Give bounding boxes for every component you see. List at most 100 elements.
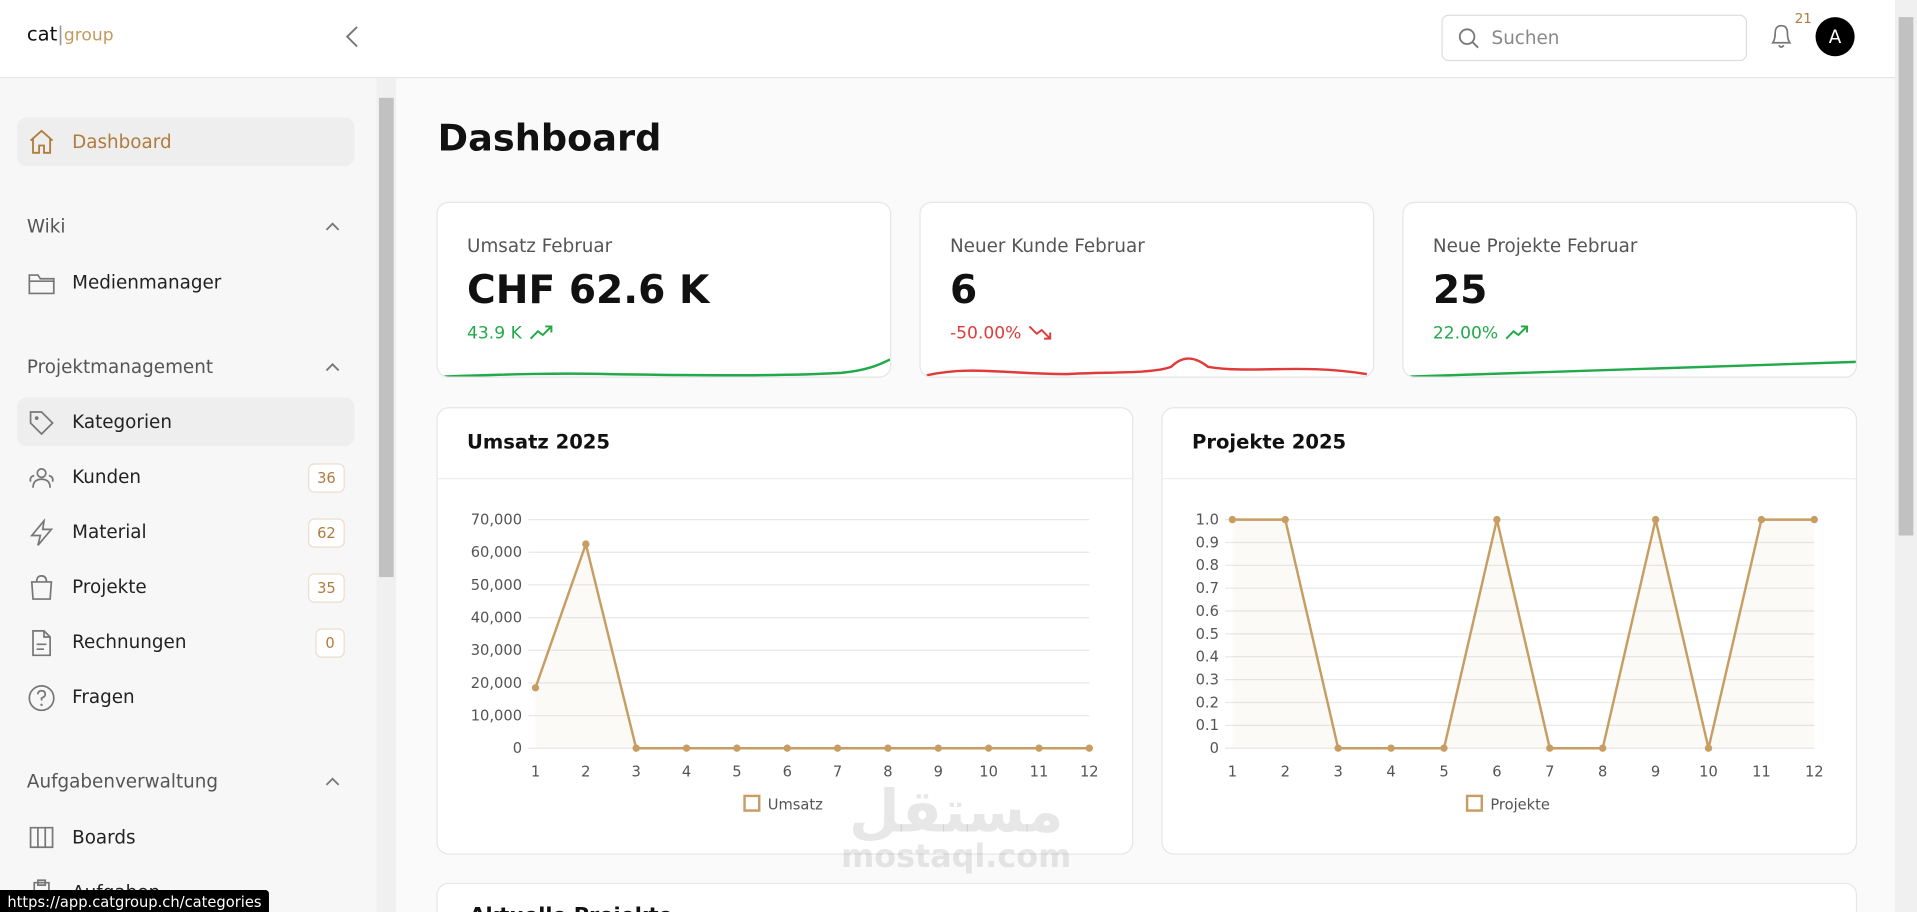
nav-item[interactable]: Projekte: [72, 575, 147, 598]
x-tick-label: 3: [632, 763, 641, 780]
chart-card: [1161, 407, 1858, 855]
point: [1810, 515, 1818, 524]
x-tick-label: 3: [1334, 763, 1343, 780]
collapse-button[interactable]: [342, 24, 362, 48]
users-icon: [29, 468, 54, 488]
point: [1546, 744, 1554, 752]
nav-item[interactable]: Kategorien: [72, 410, 172, 433]
logo-sub: group: [63, 25, 114, 46]
nav-item[interactable]: Fragen: [72, 685, 135, 708]
trend-icon: [1506, 325, 1529, 340]
nav-item[interactable]: Medienmanager: [72, 271, 222, 294]
chevron: [325, 777, 340, 786]
x-tick-label: 8: [883, 763, 892, 780]
watermark-en: mostaql.com: [841, 838, 1072, 876]
x-tick-label: 9: [1651, 763, 1660, 780]
avatar[interactable]: A: [1815, 17, 1855, 57]
nav-group[interactable]: Aufgabenverwaltung: [26, 770, 219, 793]
trend-arrow: [1506, 325, 1529, 340]
x-tick-label: 10: [1699, 763, 1718, 780]
point: [1085, 744, 1093, 752]
point: [1334, 744, 1342, 752]
y-tick-label: 0.3: [1196, 672, 1219, 689]
status-bar: https://app.catgroup.ch/categories: [0, 890, 269, 912]
point: [682, 744, 691, 752]
nav-item[interactable]: Material: [72, 520, 147, 543]
columns-icon: [29, 826, 54, 849]
y-tick-label: 20,000: [471, 675, 522, 692]
stat-label: Neuer Kunde Februar: [949, 234, 1145, 257]
point: [833, 744, 842, 752]
tag-icon: [29, 411, 54, 436]
x-tick-label: 11: [1030, 763, 1049, 780]
x-tick-label: 12: [1080, 763, 1099, 780]
x-tick-label: 11: [1752, 763, 1771, 780]
file-icon: [32, 629, 51, 657]
sparkline-path: [1409, 360, 1856, 377]
x-tick-label: 2: [581, 763, 590, 780]
point: [1387, 744, 1395, 752]
point: [884, 744, 892, 752]
nav-item[interactable]: Boards: [72, 826, 136, 849]
sparkline: [1409, 360, 1856, 377]
y-tick-label: 50,000: [471, 577, 522, 594]
point: [1599, 744, 1607, 752]
legend-swatch: [1465, 794, 1483, 812]
y-tick-label: 70,000: [471, 511, 522, 528]
chart-title: Umsatz 2025: [467, 431, 610, 454]
y-tick-label: 0.4: [1196, 649, 1219, 666]
page-title: Dashboard: [437, 117, 662, 161]
sparkline-path: [443, 358, 891, 377]
point: [733, 744, 741, 752]
y-tick-label: 30,000: [471, 642, 522, 659]
logo[interactable]: cat|group: [26, 22, 114, 46]
legend-label: Projekte: [1490, 796, 1550, 813]
point: [934, 744, 942, 752]
point: [1493, 515, 1501, 524]
nav-item[interactable]: Rechnungen: [72, 630, 187, 653]
x-tick-label: 4: [682, 763, 691, 780]
line: [1232, 518, 1815, 750]
sparkline: [926, 357, 1368, 377]
x-tick-label: 6: [783, 763, 792, 780]
y-tick-label: 0: [1210, 740, 1219, 757]
hover-item-bg: [17, 397, 355, 447]
page-scrollbar: [1894, 0, 1917, 912]
nav-dashboard[interactable]: Dashboard: [72, 130, 172, 153]
help-icon: [28, 685, 55, 712]
search-box[interactable]: Suchen: [1441, 14, 1748, 62]
stat-change: 43.9 K: [467, 324, 554, 344]
stat-label: Umsatz Februar: [467, 234, 613, 257]
bag-icon: [30, 574, 53, 600]
x-tick-label: 8: [1598, 763, 1607, 780]
stat-label: Neue Projekte Februar: [1432, 234, 1638, 257]
search-icon: [1458, 28, 1479, 49]
chart-title: Projekte 2025: [1192, 431, 1346, 454]
x-tick-label: 2: [1281, 763, 1290, 780]
stat-value: 25: [1432, 266, 1488, 313]
y-tick-label: 0.7: [1196, 580, 1219, 597]
y-tick-label: 0.6: [1196, 603, 1219, 620]
nav-group[interactable]: Wiki: [26, 215, 66, 238]
nav-item[interactable]: Kunden: [72, 465, 142, 488]
search-placeholder: Suchen: [1491, 26, 1560, 49]
bell-icon[interactable]: [1768, 22, 1795, 51]
y-tick-label: 10,000: [471, 707, 522, 724]
chevron: [325, 363, 340, 372]
point: [531, 684, 540, 692]
point: [1704, 744, 1713, 752]
trend-arrow: [529, 325, 553, 340]
nav-group[interactable]: Projektmanagement: [26, 355, 214, 378]
y-tick-label: 0.9: [1196, 534, 1219, 551]
point: [1228, 515, 1237, 524]
trend-arrow: [1029, 325, 1052, 340]
x-tick-label: 1: [1228, 763, 1237, 780]
stat-change: 22.00%: [1433, 324, 1530, 344]
stat-card: Umsatz Februar CHF 62.6 K 43.9 K: [436, 201, 892, 378]
point: [582, 540, 590, 548]
logo-main: cat: [26, 22, 58, 46]
projects-card: Aktuelle Projekte: [436, 882, 1858, 912]
x-tick-label: 7: [1545, 763, 1554, 780]
point: [1757, 515, 1766, 524]
